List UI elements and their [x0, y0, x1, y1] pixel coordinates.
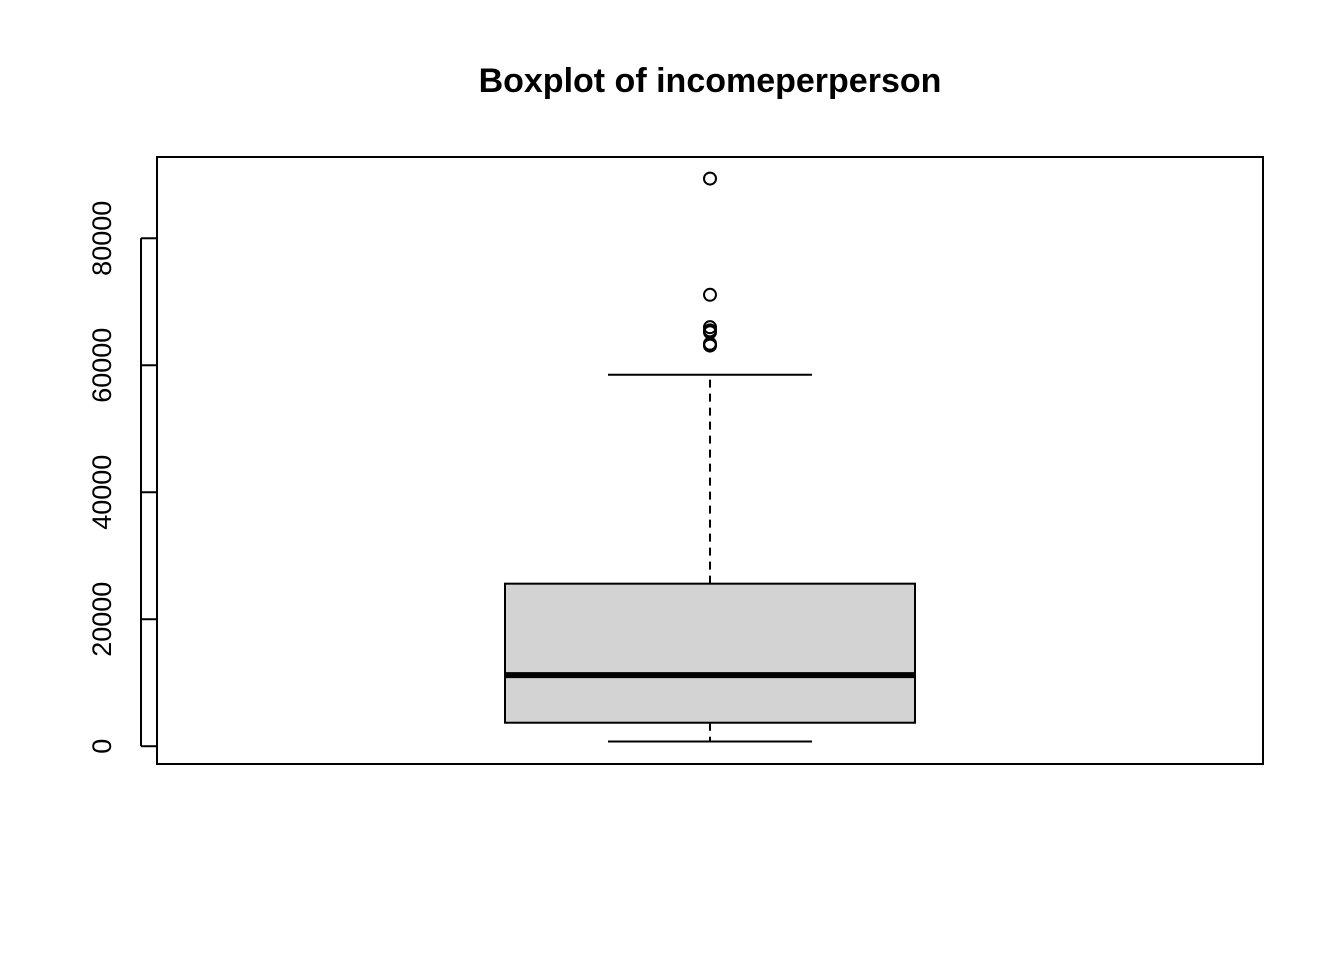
y-tick-label: 0	[87, 739, 117, 754]
chart-title: Boxplot of incomeperperson	[479, 62, 942, 100]
y-axis: 0 20000 40000 60000 80000	[87, 201, 157, 754]
y-tick-label: 60000	[87, 328, 117, 403]
box-group	[504, 373, 916, 743]
y-tick-label: 40000	[87, 455, 117, 530]
y-tick-label: 80000	[87, 201, 117, 276]
outlier-point	[703, 338, 717, 353]
outlier-points	[703, 171, 717, 353]
outlier-point	[703, 171, 717, 186]
y-tick-label: 20000	[87, 582, 117, 657]
interquartile-box	[504, 582, 916, 724]
outlier-point	[703, 287, 717, 302]
plot-frame	[156, 156, 1264, 765]
